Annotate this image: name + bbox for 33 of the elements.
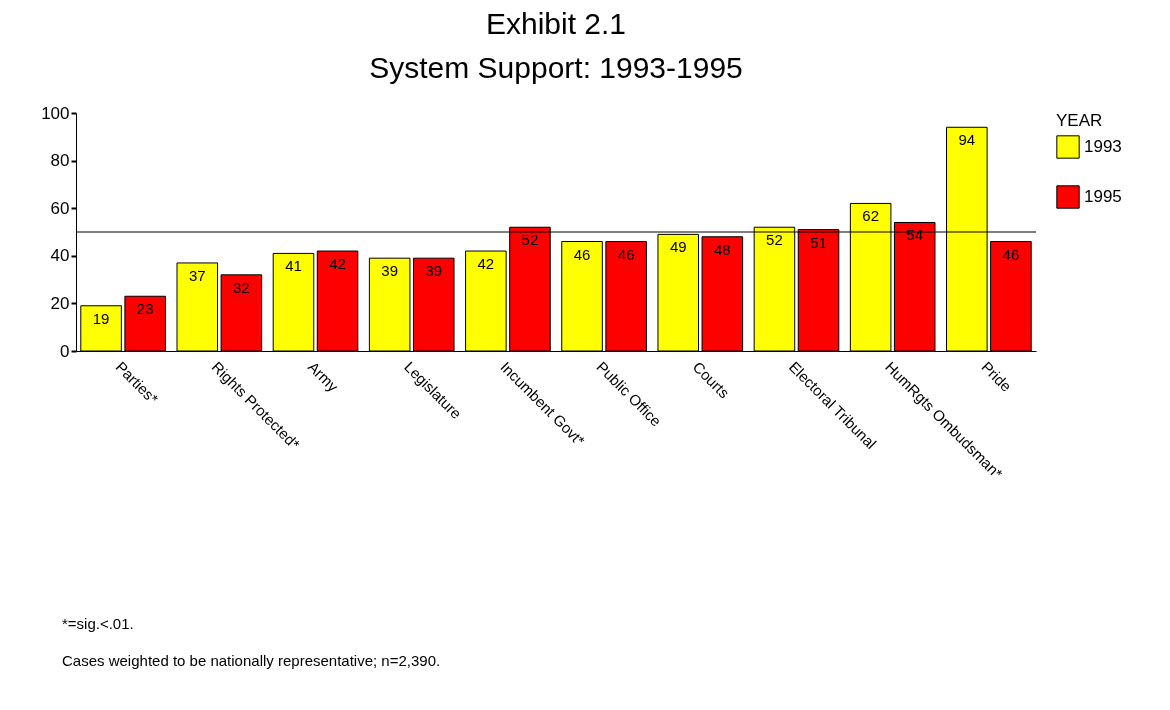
data-label: 62	[862, 207, 879, 225]
y-tick-label: 80	[50, 151, 70, 171]
data-label: 52	[766, 231, 783, 249]
legend-title: YEAR	[1056, 111, 1103, 130]
data-label: 23	[136, 300, 154, 318]
data-label: 42	[329, 255, 346, 273]
data-label: 32	[233, 278, 250, 296]
data-label: 51	[810, 233, 827, 251]
data-label: 41	[285, 257, 302, 275]
data-label: 94	[958, 131, 976, 149]
legend-label: 1995	[1084, 187, 1122, 206]
data-label: 52	[521, 231, 539, 249]
data-label: 19	[92, 309, 110, 327]
data-label: 42	[477, 255, 495, 273]
data-label: 39	[381, 262, 399, 280]
data-label: 49	[669, 238, 687, 256]
y-tick-label: 40	[50, 246, 70, 266]
data-label: 37	[188, 266, 206, 284]
data-label: 48	[713, 240, 731, 258]
data-label: 46	[617, 245, 635, 263]
data-label: 46	[1002, 245, 1020, 263]
y-tick-label: 100	[41, 103, 70, 123]
data-label: 46	[573, 245, 591, 263]
y-tick-label: 60	[50, 198, 70, 218]
chart-subtitle: System Support: 1993-1995	[369, 51, 743, 84]
chart-title: Exhibit 2.1	[485, 7, 627, 40]
legend-label: 1993	[1084, 137, 1122, 156]
y-tick-label: 0	[60, 341, 70, 361]
text: *=sig.<.01.	[62, 615, 135, 632]
y-tick-label: 20	[50, 293, 70, 313]
text: Cases weighted to be nationally representative; n=2,390.	[62, 652, 441, 669]
data-label: 39	[425, 262, 443, 280]
data-label: 54	[906, 226, 924, 244]
